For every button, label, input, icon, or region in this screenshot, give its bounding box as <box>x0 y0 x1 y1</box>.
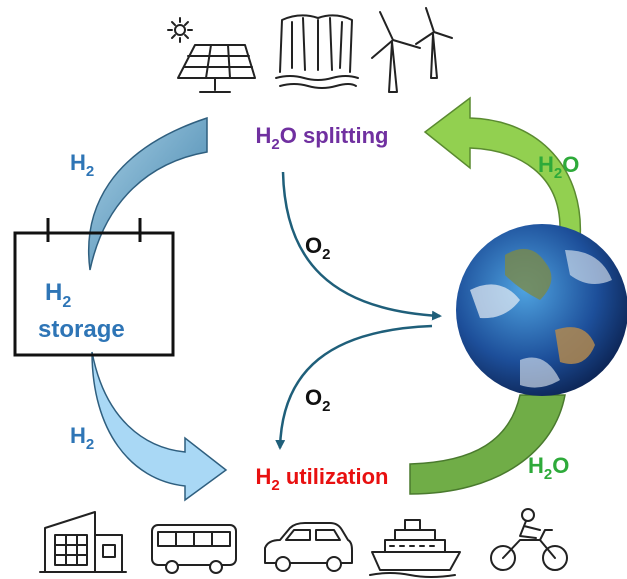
hydrogen-to-storage-arrow <box>89 118 207 270</box>
text-part: 2 <box>62 294 71 311</box>
ship-icon <box>370 520 460 577</box>
motorbike-icon <box>491 509 567 570</box>
splitting-label: H2O splitting <box>256 123 389 153</box>
text-part: 2 <box>322 398 330 415</box>
car-icon <box>265 523 352 571</box>
earth-image <box>456 224 627 396</box>
diagram: H2O splitting H2 utilization H2 storage … <box>0 0 627 579</box>
o2-flow-label: O2 <box>305 385 330 415</box>
text-part: H <box>538 152 554 177</box>
solar-panel-icon <box>168 18 255 92</box>
text-part: O <box>562 152 579 177</box>
text-part: 2 <box>271 136 279 153</box>
text-part: H <box>528 453 544 478</box>
storage-label-line1: H2 <box>45 279 71 311</box>
text-part: O <box>552 453 569 478</box>
text-part: H <box>70 423 86 448</box>
text-part: O <box>305 385 322 410</box>
text-part: 2 <box>86 436 94 453</box>
o2-flow-label: O2 <box>305 233 330 263</box>
h2-flow-label: H2 <box>70 150 94 180</box>
text-part: H <box>256 464 272 489</box>
bus-icon <box>152 525 236 573</box>
text-part: 2 <box>271 477 279 494</box>
text-part: H <box>256 123 272 148</box>
waterfall-icon <box>276 15 358 88</box>
text-part: H <box>70 150 86 175</box>
building-icon <box>40 512 126 572</box>
water-from-utilization-arrow <box>410 395 565 494</box>
text-part: 2 <box>322 246 330 263</box>
text-part: utilization <box>280 464 389 489</box>
storage-to-utilization-arrow <box>92 352 226 500</box>
text-part: O <box>305 233 322 258</box>
text-part: 2 <box>554 165 562 182</box>
text-part: 2 <box>86 163 94 180</box>
text-part: H <box>45 279 62 306</box>
text-part: O splitting <box>280 123 389 148</box>
utilization-label: H2 utilization <box>256 464 389 494</box>
h2o-flow-label: H2O <box>528 453 569 483</box>
text-part: 2 <box>544 466 552 483</box>
oxygen-uptake-arrow <box>280 326 432 448</box>
h2-flow-label: H2 <box>70 423 94 453</box>
wind-turbine-icon <box>372 8 452 92</box>
storage-label-line2: storage <box>38 316 125 343</box>
